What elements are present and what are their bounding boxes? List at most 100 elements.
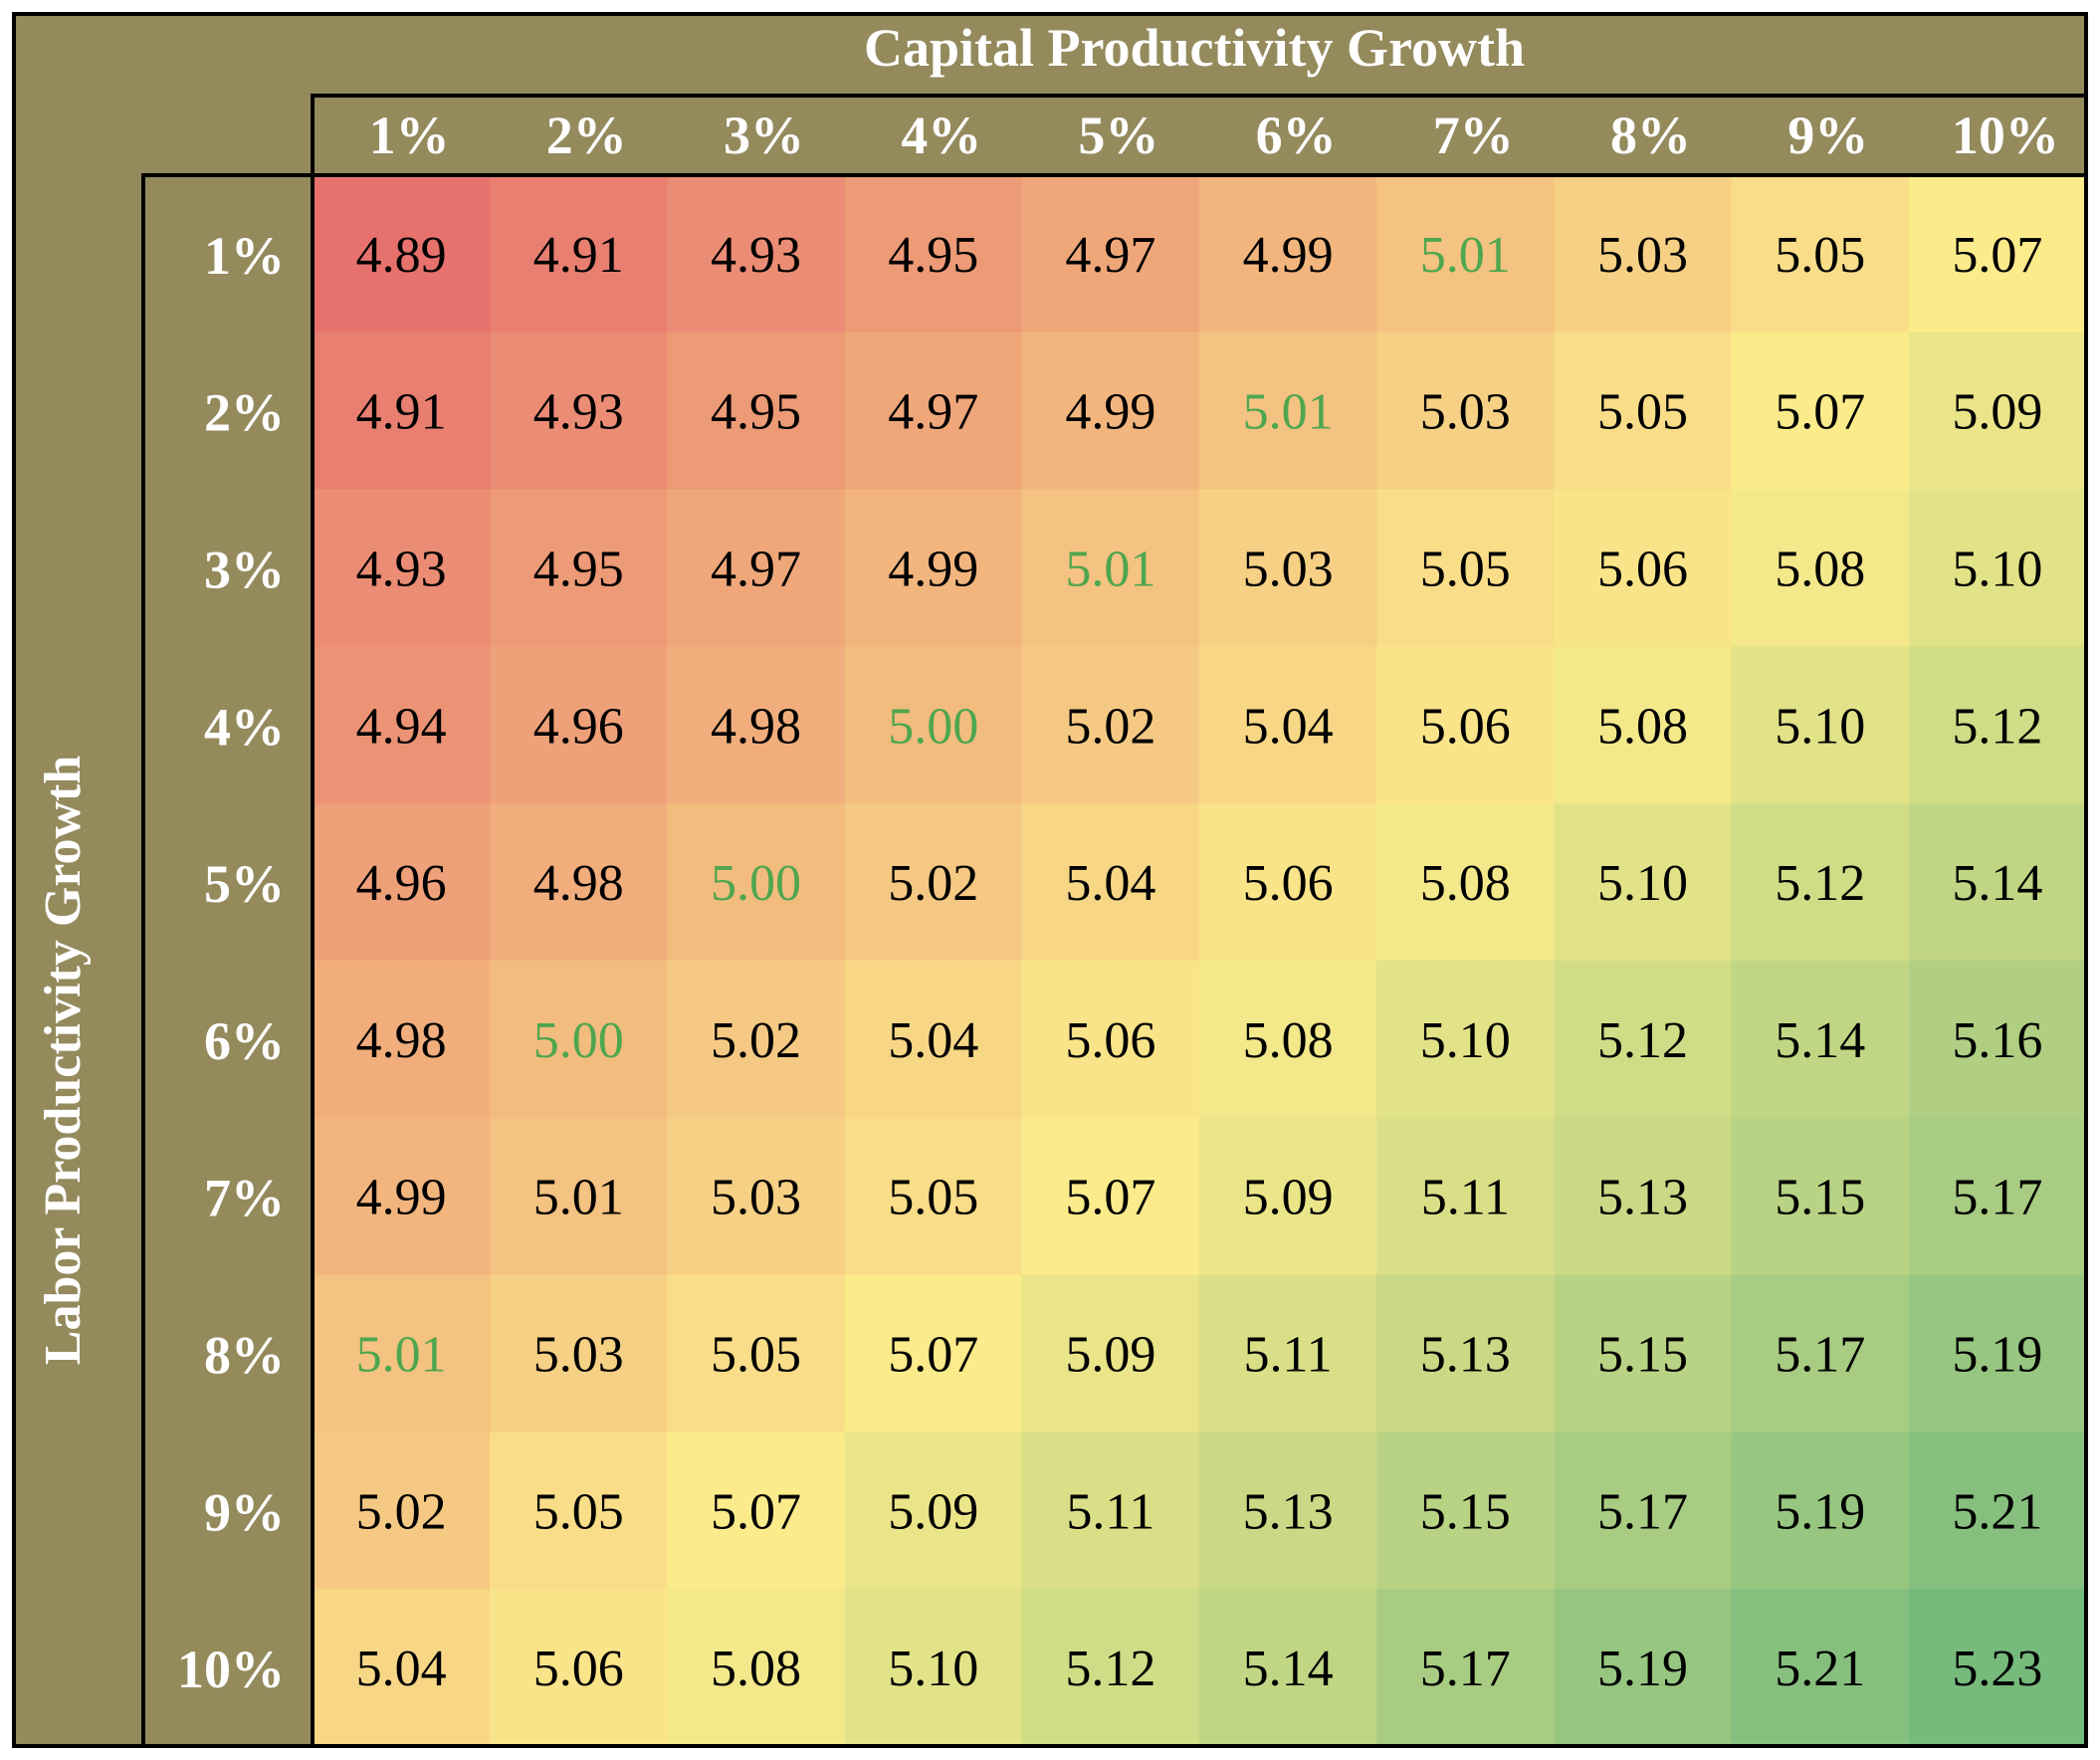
cell-value-label: 4.94: [356, 698, 447, 755]
cell-value-label: 5.03: [1420, 384, 1511, 441]
cell-value-label: 4.93: [356, 542, 447, 598]
cell-value-label: 5.00: [533, 1012, 624, 1069]
cell-value-label: 5.04: [1243, 698, 1334, 755]
cell-value-label: 4.99: [888, 542, 978, 598]
cell-value-label: 5.15: [1597, 1327, 1688, 1384]
heatmap-cell: [1731, 803, 1910, 962]
cell-value-label: 5.14: [1952, 855, 2042, 912]
cell-value-label: 5.03: [1243, 542, 1334, 598]
heatmap-cell: [1908, 1274, 2087, 1432]
x-axis-title: Capital Productivity Growth: [864, 18, 1525, 78]
cell-value-label: 5.15: [1775, 1170, 1865, 1226]
cell-value-label: 5.17: [1775, 1327, 1865, 1384]
column-header-label: 1%: [369, 106, 450, 165]
heatmap-cell: [313, 1431, 491, 1590]
heatmap-cell: [667, 803, 846, 962]
heatmap-cell: [1554, 803, 1733, 962]
cell-value-label: 5.06: [1597, 542, 1688, 598]
cell-value-label: 5.08: [1775, 542, 1865, 598]
heatmap-cell: [667, 961, 846, 1119]
heatmap-cell: [1199, 331, 1377, 491]
cell-value-label: 4.98: [711, 698, 801, 755]
heatmap-cell: [667, 175, 846, 333]
cell-value-label: 5.01: [533, 1170, 624, 1226]
heatmap-cell: [1376, 1117, 1555, 1276]
cell-value-label: 4.95: [888, 227, 978, 284]
cell-value-label: 5.13: [1243, 1483, 1334, 1540]
cell-value-label: 5.12: [1952, 698, 2042, 755]
heatmap-cell: [313, 803, 491, 962]
heatmap-cell: [1731, 1117, 1910, 1276]
row-header-label: 7%: [204, 1169, 285, 1228]
cell-value-label: 5.03: [711, 1170, 801, 1226]
cell-value-label: 5.12: [1065, 1641, 1155, 1697]
column-header-label: 6%: [1256, 106, 1337, 165]
heatmap-cell: [1731, 1274, 1910, 1432]
heatmap-cell: [1376, 1274, 1555, 1432]
heatmap-cell: [1021, 803, 1200, 962]
row-header-label: 10%: [177, 1640, 285, 1699]
cell-value-label: 5.01: [356, 1327, 447, 1384]
column-header-label: 5%: [1078, 106, 1158, 165]
cell-value-label: 5.05: [1420, 542, 1511, 598]
column-header-label: 9%: [1787, 106, 1868, 165]
cell-value-label: 5.09: [1065, 1327, 1155, 1384]
column-header-label: 2%: [546, 106, 627, 165]
cell-value-label: 5.21: [1952, 1483, 2042, 1540]
heatmap-cell: [1021, 1117, 1200, 1276]
row-header-label: 5%: [204, 854, 285, 914]
cell-value-label: 5.17: [1420, 1641, 1511, 1697]
heatmap-cell: [1376, 1589, 1555, 1747]
column-headers: 1% 2% 3% 4% 5% 6% 7% 8% 9% 10%: [369, 106, 2059, 165]
cell-value-label: 5.10: [888, 1641, 978, 1697]
cell-value-label: 5.12: [1775, 855, 1865, 912]
heatmap-cell: [1554, 175, 1733, 333]
cell-value-label: 4.99: [356, 1170, 447, 1226]
cell-value-label: 5.01: [1065, 542, 1155, 598]
heatmap-cell: [1554, 646, 1733, 804]
heatmap-cell: [1554, 331, 1733, 491]
heatmap-cell: [1021, 1589, 1200, 1747]
heatmap-cell: [1731, 175, 1910, 333]
heatmap-cell: [1376, 175, 1555, 333]
heatmap-cell: [1554, 1431, 1733, 1590]
cell-value-label: 5.09: [1952, 384, 2042, 441]
heatmap-cell: [667, 646, 846, 804]
heatmap-cell: [667, 1274, 846, 1432]
cell-value-label: 5.05: [711, 1327, 801, 1384]
heatmap-cell: [1021, 646, 1200, 804]
cell-value-label: 5.14: [1775, 1012, 1865, 1069]
heatmap-cell: [667, 489, 846, 647]
cell-value-label: 4.91: [533, 227, 624, 284]
cell-value-label: 5.10: [1775, 698, 1865, 755]
cell-value-label: 5.09: [888, 1483, 978, 1540]
heatmap-cell: [1199, 803, 1377, 962]
cell-value-label: 5.11: [1066, 1483, 1155, 1540]
cell-value-label: 5.19: [1952, 1327, 2042, 1384]
cell-value-label: 5.08: [1243, 1012, 1334, 1069]
cell-value-label: 5.12: [1597, 1012, 1688, 1069]
heatmap-cell: [1731, 1431, 1910, 1590]
cell-value-label: 5.19: [1597, 1641, 1688, 1697]
cell-value-label: 5.17: [1952, 1170, 2042, 1226]
row-header-label: 9%: [204, 1482, 285, 1542]
grid-frame: [12, 12, 2088, 1748]
heatmap-cell-labels: 4.89 4.91 4.93 4.95 4.97 4.99 5.01 5.03 5.05 5.07…: [356, 227, 2043, 1697]
cell-value-label: 5.04: [356, 1641, 447, 1697]
cell-value-label: 5.00: [711, 855, 801, 912]
cell-value-label: 5.05: [888, 1170, 978, 1226]
row-header-label: 8%: [204, 1326, 285, 1386]
heatmap-cell: [1376, 489, 1555, 647]
heatmap-cell: [1554, 489, 1733, 647]
heatmap-cell: [490, 175, 668, 333]
y-axis-title: Labor Productivity Growth: [35, 756, 92, 1366]
heatmap-cell: [844, 1589, 1023, 1747]
cell-value-label: 5.05: [1597, 384, 1688, 441]
cell-value-label: 5.05: [533, 1483, 624, 1540]
heatmap-cell: [1376, 331, 1555, 491]
outer-border: [12, 12, 2088, 1748]
cell-value-label: 5.21: [1775, 1641, 1865, 1697]
heatmap-cell: [1908, 1117, 2087, 1276]
cell-value-label: 5.07: [1065, 1170, 1155, 1226]
